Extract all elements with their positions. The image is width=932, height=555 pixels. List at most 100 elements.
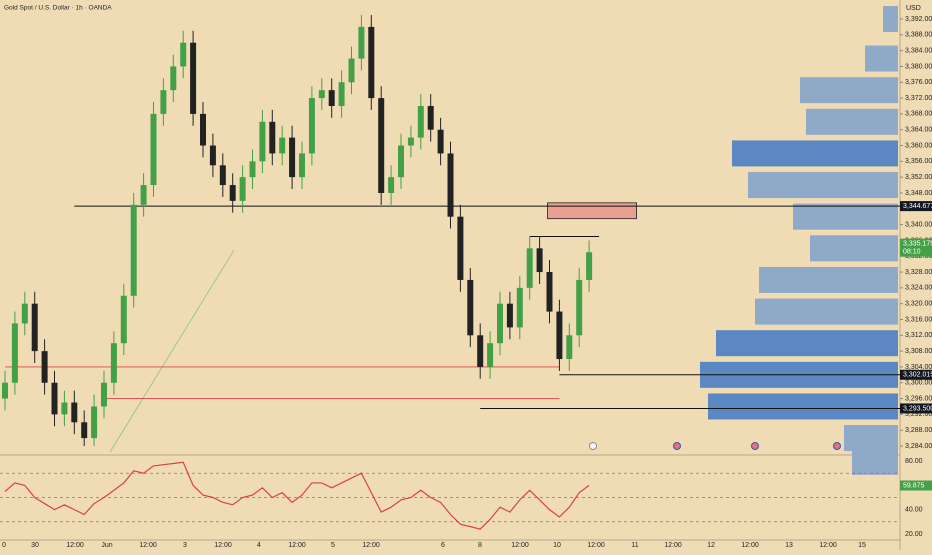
x-tick-label: 12:00 <box>511 542 529 549</box>
y-tick-label: 3,288.000 <box>905 427 932 434</box>
rsi-last-label: 59.875 <box>903 482 925 489</box>
candle-body <box>289 137 296 178</box>
candle-body <box>318 90 325 99</box>
rsi-tick-label: 20.00 <box>905 531 923 538</box>
candle-body <box>219 165 226 186</box>
price-label-bg <box>900 201 932 212</box>
volume-profile-bar <box>708 393 898 420</box>
y-tick-label: 3,372.000 <box>905 95 932 102</box>
candle-body <box>447 153 454 217</box>
x-tick-label: 12:00 <box>664 542 682 549</box>
y-tick-label: 3,384.000 <box>905 47 932 54</box>
y-tick-label: 3,360.000 <box>905 142 932 149</box>
y-tick-label: 3,292.000 <box>905 411 932 418</box>
x-tick-label: 5 <box>331 542 335 549</box>
marks <box>2 6 900 475</box>
event-icon <box>673 442 681 450</box>
price-label: 3,293.500 <box>903 405 932 412</box>
candle-body <box>120 295 127 344</box>
candle-body <box>338 82 345 106</box>
candle-body <box>348 58 355 83</box>
candle-body <box>279 137 286 154</box>
x-tick-label: 12:00 <box>362 542 380 549</box>
candle-body <box>200 113 206 146</box>
x-tick-label: 12:00 <box>288 542 306 549</box>
volume-profile-bar <box>732 140 898 167</box>
rsi-line <box>4 461 590 530</box>
candle-body <box>497 303 503 344</box>
candle-body <box>160 90 167 114</box>
candle-body <box>190 42 197 114</box>
candle-body <box>180 42 187 67</box>
x-tick-label: 13 <box>785 542 793 549</box>
x-tick-label: 12 <box>707 542 715 549</box>
y-tick-label: 3,284.000 <box>905 443 932 450</box>
candle-body <box>536 248 543 273</box>
candle-body <box>556 311 563 360</box>
volume-profile-bar <box>755 298 898 325</box>
currency: USD <box>906 5 921 12</box>
x-tick-label: 30 <box>31 542 39 549</box>
x-tick-label: 3 <box>183 542 187 549</box>
x-tick-label: 12:00 <box>66 542 84 549</box>
candle-body <box>249 161 256 178</box>
y-tick-label: 3,320.000 <box>905 301 932 308</box>
x-tick-label: 12:00 <box>587 542 605 549</box>
candle-body <box>526 248 533 288</box>
y-tick-label: 3,376.000 <box>905 79 932 86</box>
x-tick-label: 4 <box>257 542 261 549</box>
candle-body <box>130 204 137 296</box>
y-tick-label: 3,300.000 <box>905 380 932 387</box>
candle-body <box>506 303 513 328</box>
candle-body <box>11 323 18 383</box>
candle-body <box>457 216 464 280</box>
candle-body <box>91 406 98 439</box>
candle-body <box>51 382 58 415</box>
candle-body <box>407 137 414 146</box>
y-tick-label: 3,316.000 <box>905 316 932 323</box>
x-tick-label: 15 <box>858 542 866 549</box>
x-tick-label: 0 <box>2 542 6 549</box>
candle-body <box>21 303 28 324</box>
candle-body <box>81 422 88 439</box>
y-tick-label: 3,340.000 <box>905 221 932 228</box>
candle-body <box>150 113 157 186</box>
y-tick-label: 3,296.000 <box>905 395 932 402</box>
candle-body <box>41 351 48 383</box>
volume-profile-bar <box>793 203 898 230</box>
volume-profile-bar <box>716 330 898 357</box>
candle-body <box>467 279 474 336</box>
candle-body <box>368 26 375 99</box>
x-tick-label: 10 <box>553 542 561 549</box>
volume-profile-bar <box>806 108 898 135</box>
candle-body <box>259 121 266 162</box>
candle-body <box>2 382 8 399</box>
y-tick-label: 3,308.000 <box>905 348 932 355</box>
candle-body <box>170 66 177 91</box>
y-tick-label: 3,368.000 <box>905 111 932 118</box>
candle-body <box>437 129 444 154</box>
candle-body <box>328 90 335 106</box>
trend-line <box>109 249 235 453</box>
volume-profile-bar <box>883 6 898 32</box>
volume-profile-bar <box>810 235 898 262</box>
price-label: 3,344.677 <box>903 203 932 210</box>
x-tick-label: 6 <box>441 542 445 549</box>
candle-body <box>358 26 365 59</box>
candle-body <box>110 343 117 383</box>
x-tick-label: 12:00 <box>819 542 837 549</box>
candle-body <box>516 287 523 328</box>
candle-body <box>308 98 315 154</box>
candle-body <box>487 343 494 367</box>
price-label: 3,335.175 <box>903 241 932 248</box>
x-tick-label: 12:00 <box>741 542 759 549</box>
candle-body <box>299 153 305 178</box>
volume-profile-bar <box>865 45 898 72</box>
price-label-bg <box>900 403 932 414</box>
candle-body <box>566 335 573 360</box>
rsi-tick-label: 80.00 <box>905 458 923 465</box>
rsi-last-bg <box>900 480 932 491</box>
supply-zone <box>547 202 637 220</box>
y-tick-label: 3,352.000 <box>905 174 932 181</box>
